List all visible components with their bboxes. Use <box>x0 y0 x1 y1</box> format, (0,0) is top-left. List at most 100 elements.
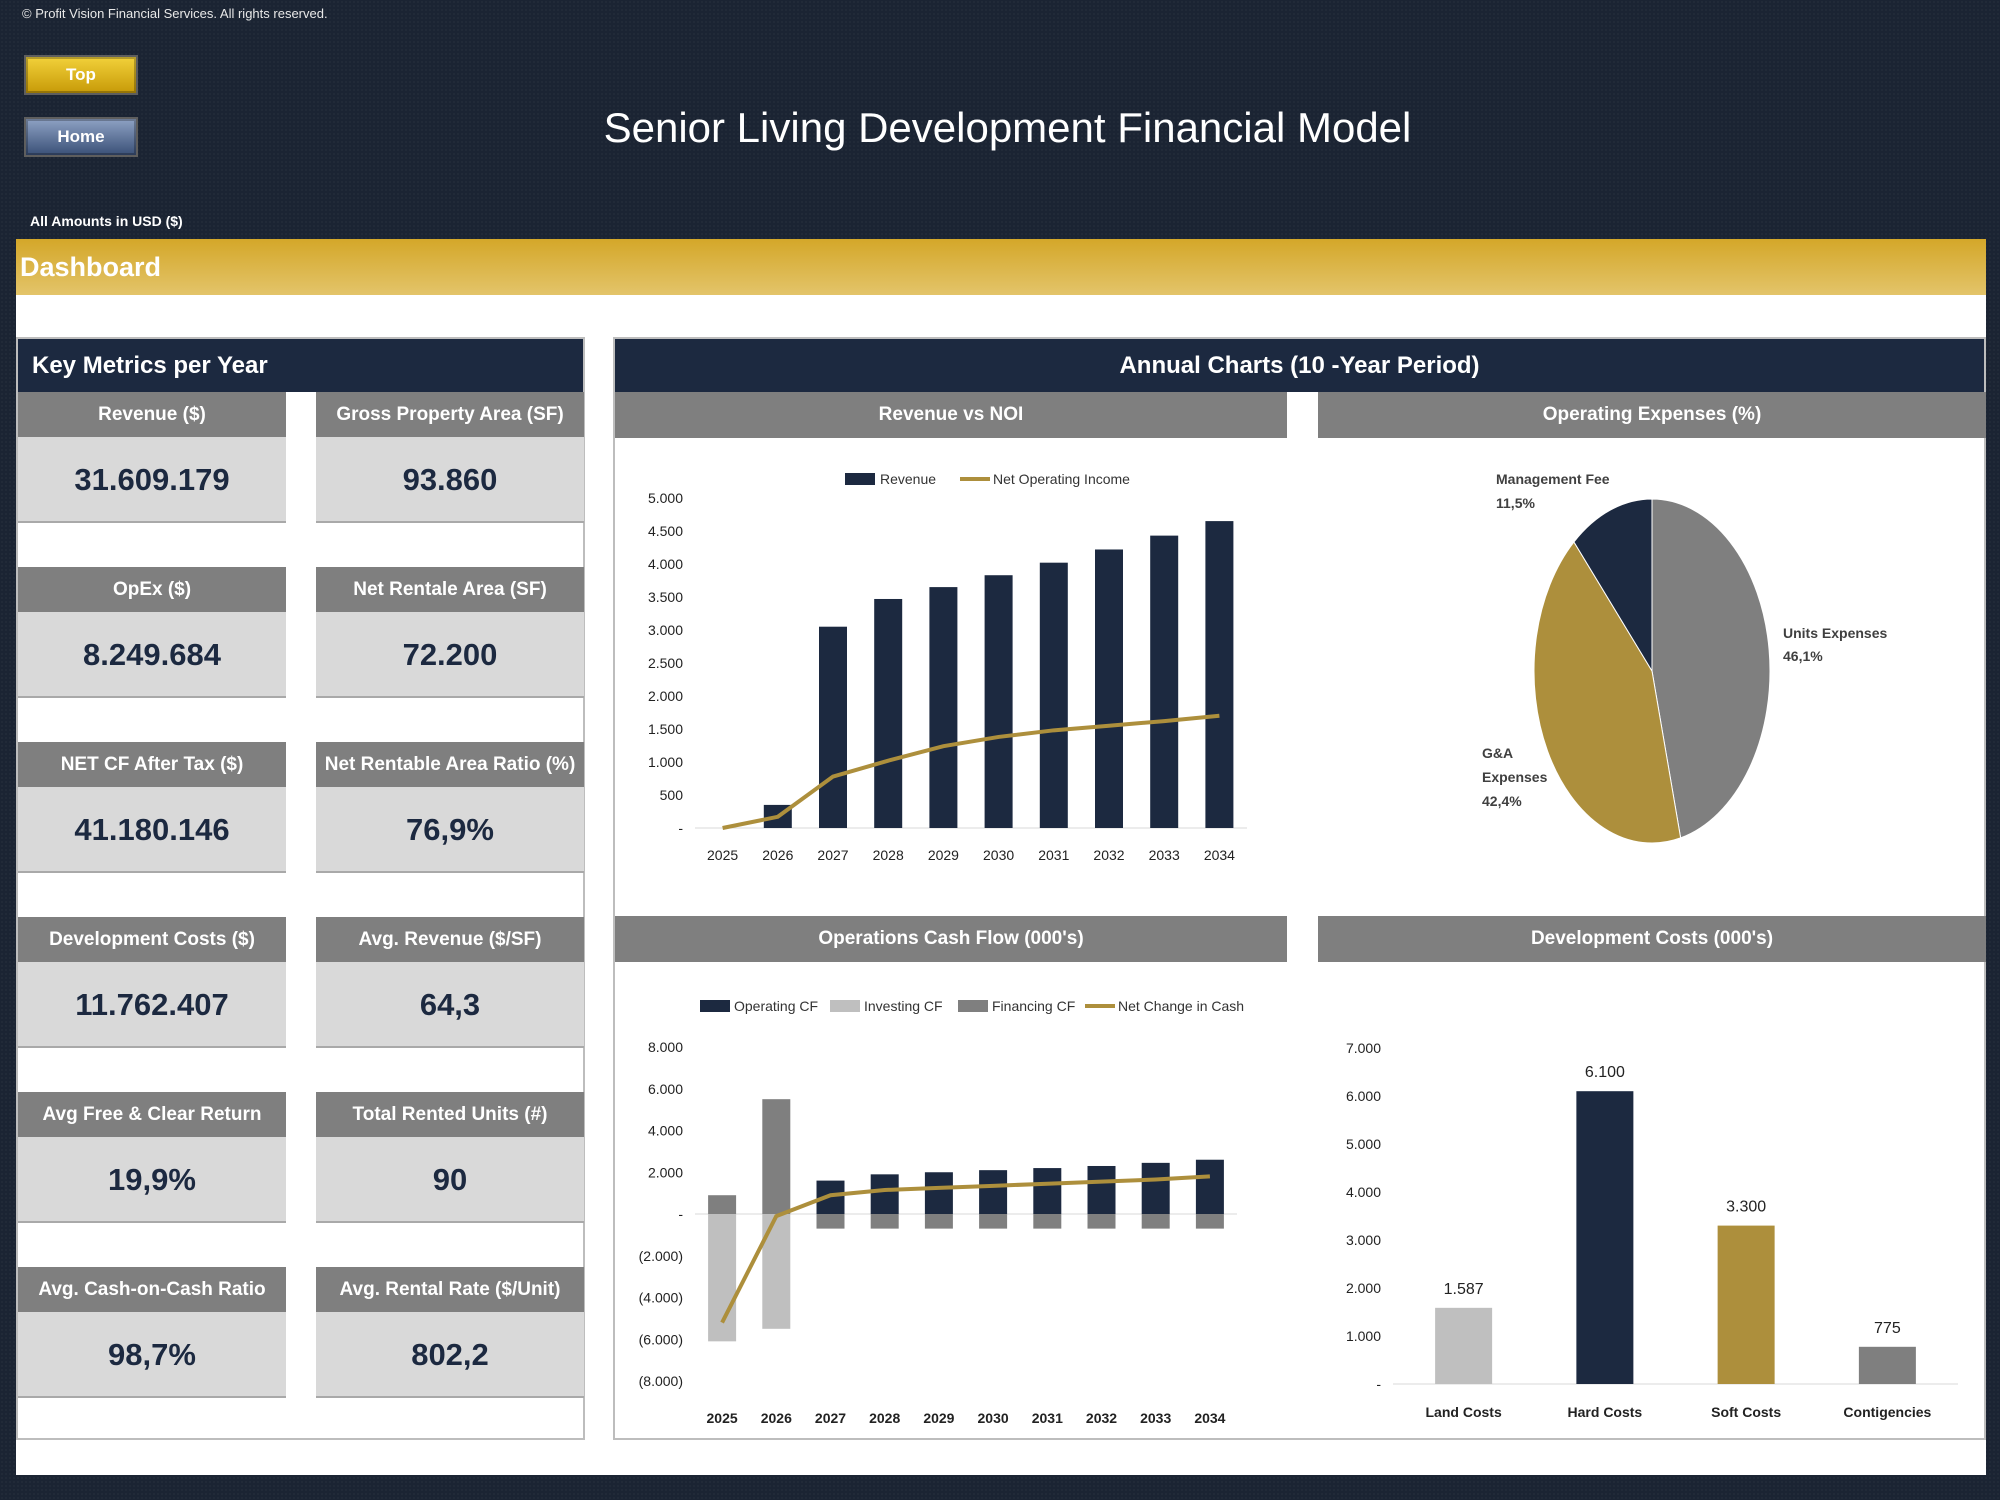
metric-label: Total Rented Units (#) <box>316 1092 584 1137</box>
x-tick-label: 2033 <box>1149 847 1180 863</box>
legend-noi-label: Net Operating Income <box>993 471 1130 487</box>
devcost-data-label: 6.100 <box>1585 1064 1625 1081</box>
legend-label: Financing CF <box>992 998 1075 1014</box>
metric-value: 93.860 <box>316 437 584 523</box>
metric-value: 72.200 <box>316 612 584 698</box>
legend-net-label: Net Change in Cash <box>1118 998 1244 1014</box>
y-tick-label: 4.500 <box>648 523 683 539</box>
legend-revenue-swatch <box>845 473 875 485</box>
revenue-bar <box>1039 562 1068 828</box>
financing-cf-bar <box>762 1099 791 1214</box>
revenue-noi-chart: - 500 1.000 1.500 2.000 2.500 3.000 3.500 4.000 4… <box>648 471 1247 863</box>
pie-slice <box>1573 498 1653 673</box>
x-tick-label: 2028 <box>873 847 904 863</box>
y-tick-label: 6.000 <box>648 1081 683 1097</box>
legend-label: Investing CF <box>864 998 943 1014</box>
devcost-bar <box>1576 1091 1634 1384</box>
y-tick-label: 5.000 <box>648 490 683 506</box>
page-title: Senior Living Development Financial Mode… <box>603 104 1412 151</box>
top-button[interactable]: Top <box>24 55 138 95</box>
x-tick-label: 2031 <box>1032 1410 1063 1426</box>
y-tick-label: 3.500 <box>648 589 683 605</box>
devcost-data-label: 1.587 <box>1444 1281 1484 1298</box>
metric-value: 8.249.684 <box>18 612 286 698</box>
annual-charts-panel: Annual Charts (10 -Year Period) Revenue … <box>613 337 1986 1440</box>
revenue-bar <box>1150 535 1179 828</box>
legend-revenue-label: Revenue <box>880 471 936 487</box>
financing-cf-bar <box>816 1214 845 1229</box>
x-tick-label: 2029 <box>928 847 959 863</box>
devcost-bar <box>1858 1346 1916 1384</box>
key-metrics-header: Key Metrics per Year <box>18 339 583 392</box>
devcost-bar <box>1435 1307 1493 1384</box>
y-tick-label: 7.000 <box>1346 1040 1381 1056</box>
x-tick-label: 2025 <box>707 847 738 863</box>
metric-label: Gross Property Area (SF) <box>316 392 584 437</box>
y-tick-label: 8.000 <box>648 1039 683 1055</box>
key-metrics-panel: Key Metrics per Year Revenue ($) 31.609.1… <box>16 337 585 1440</box>
x-tick-label: 2028 <box>869 1410 900 1426</box>
metric-label: Avg. Cash-on-Cash Ratio <box>18 1267 286 1312</box>
legend-swatch <box>700 1000 730 1012</box>
devcost-data-label: 3.300 <box>1726 1199 1766 1216</box>
dashboard-title: Dashboard <box>20 252 162 282</box>
pie-label-units: Units Expenses <box>1783 625 1887 641</box>
x-tick-label: 2026 <box>762 847 793 863</box>
key-metrics-title: Key Metrics per Year <box>32 352 268 379</box>
x-tick-label: 2027 <box>817 847 848 863</box>
metric-value: 31.609.179 <box>18 437 286 523</box>
metric-label: Net Rentable Area Ratio (%) <box>316 742 584 787</box>
metric-label: Avg. Rental Rate ($/Unit) <box>316 1267 584 1312</box>
metric-label: Avg. Revenue ($/SF) <box>316 917 584 962</box>
y-tick-label: 4.000 <box>648 1123 683 1139</box>
operating-cf-bar <box>1195 1159 1224 1214</box>
y-tick-label: 4.000 <box>1346 1184 1381 1200</box>
x-tick-label: 2027 <box>815 1410 846 1426</box>
y-tick-label: 6.000 <box>1346 1088 1381 1104</box>
y-tick-label: (4.000) <box>639 1290 683 1306</box>
x-tick-label: Hard Costs <box>1568 1404 1643 1420</box>
revenue-bar <box>1205 521 1234 828</box>
metric-value: 802,2 <box>316 1312 584 1398</box>
revenue-bar <box>984 575 1013 828</box>
x-tick-label: Contigencies <box>1843 1404 1931 1420</box>
y-tick-label: 3.000 <box>1346 1232 1381 1248</box>
y-tick-label: 2.000 <box>648 688 683 704</box>
cashflow-chart-title: Operations Cash Flow (000's) <box>615 916 1287 962</box>
metric-value: 98,7% <box>18 1312 286 1398</box>
financing-cf-bar <box>979 1214 1008 1229</box>
y-tick-label: - <box>678 1206 683 1222</box>
x-tick-label: 2034 <box>1204 847 1235 863</box>
pie-value-units: 46,1% <box>1783 648 1823 664</box>
y-tick-label: 2.000 <box>648 1164 683 1180</box>
revenue-bar <box>1095 549 1123 828</box>
cashflow-chart: (8.000) (6.000) (4.000) (2.000) - 2.000 4.000 6… <box>639 998 1244 1426</box>
x-tick-label: 2031 <box>1038 847 1069 863</box>
revenue-noi-chart-title: Revenue vs NOI <box>615 392 1287 438</box>
operating-cf-bar <box>1141 1162 1170 1214</box>
dashboard-banner: Dashboard <box>16 239 1986 295</box>
y-tick-label: (6.000) <box>639 1331 683 1347</box>
financing-cf-bar <box>1141 1214 1170 1229</box>
metric-label: Revenue ($) <box>18 392 286 437</box>
operating-cf-bar <box>1087 1165 1116 1214</box>
opex-pie-chart: Units Expenses 46,1% G&A Expenses 42,4% Manag… <box>1482 471 1887 844</box>
y-tick-label: 500 <box>660 787 684 803</box>
metric-value: 64,3 <box>316 962 584 1048</box>
x-tick-label: 2032 <box>1086 1410 1117 1426</box>
home-button[interactable]: Home <box>24 117 138 157</box>
pie-value-mgmt: 11,5% <box>1496 495 1535 511</box>
pie-slice <box>1533 541 1682 844</box>
financing-cf-bar <box>924 1214 953 1229</box>
pie-slice <box>1651 498 1771 839</box>
financing-cf-bar <box>1195 1214 1224 1229</box>
metric-label: Development Costs ($) <box>18 917 286 962</box>
y-tick-label: 5.000 <box>1346 1136 1381 1152</box>
revenue-bar <box>874 598 903 828</box>
pie-label-mgmt: Management Fee <box>1496 471 1610 487</box>
x-tick-label: 2030 <box>978 1410 1009 1426</box>
financing-cf-bar <box>1087 1214 1116 1229</box>
devcosts-chart-title: Development Costs (000's) <box>1318 916 1986 962</box>
operating-cf-bar <box>924 1172 953 1214</box>
devcosts-chart: - 1.000 2.000 3.000 4.000 5.000 6.000 7.000 1.58… <box>1346 1040 1958 1420</box>
